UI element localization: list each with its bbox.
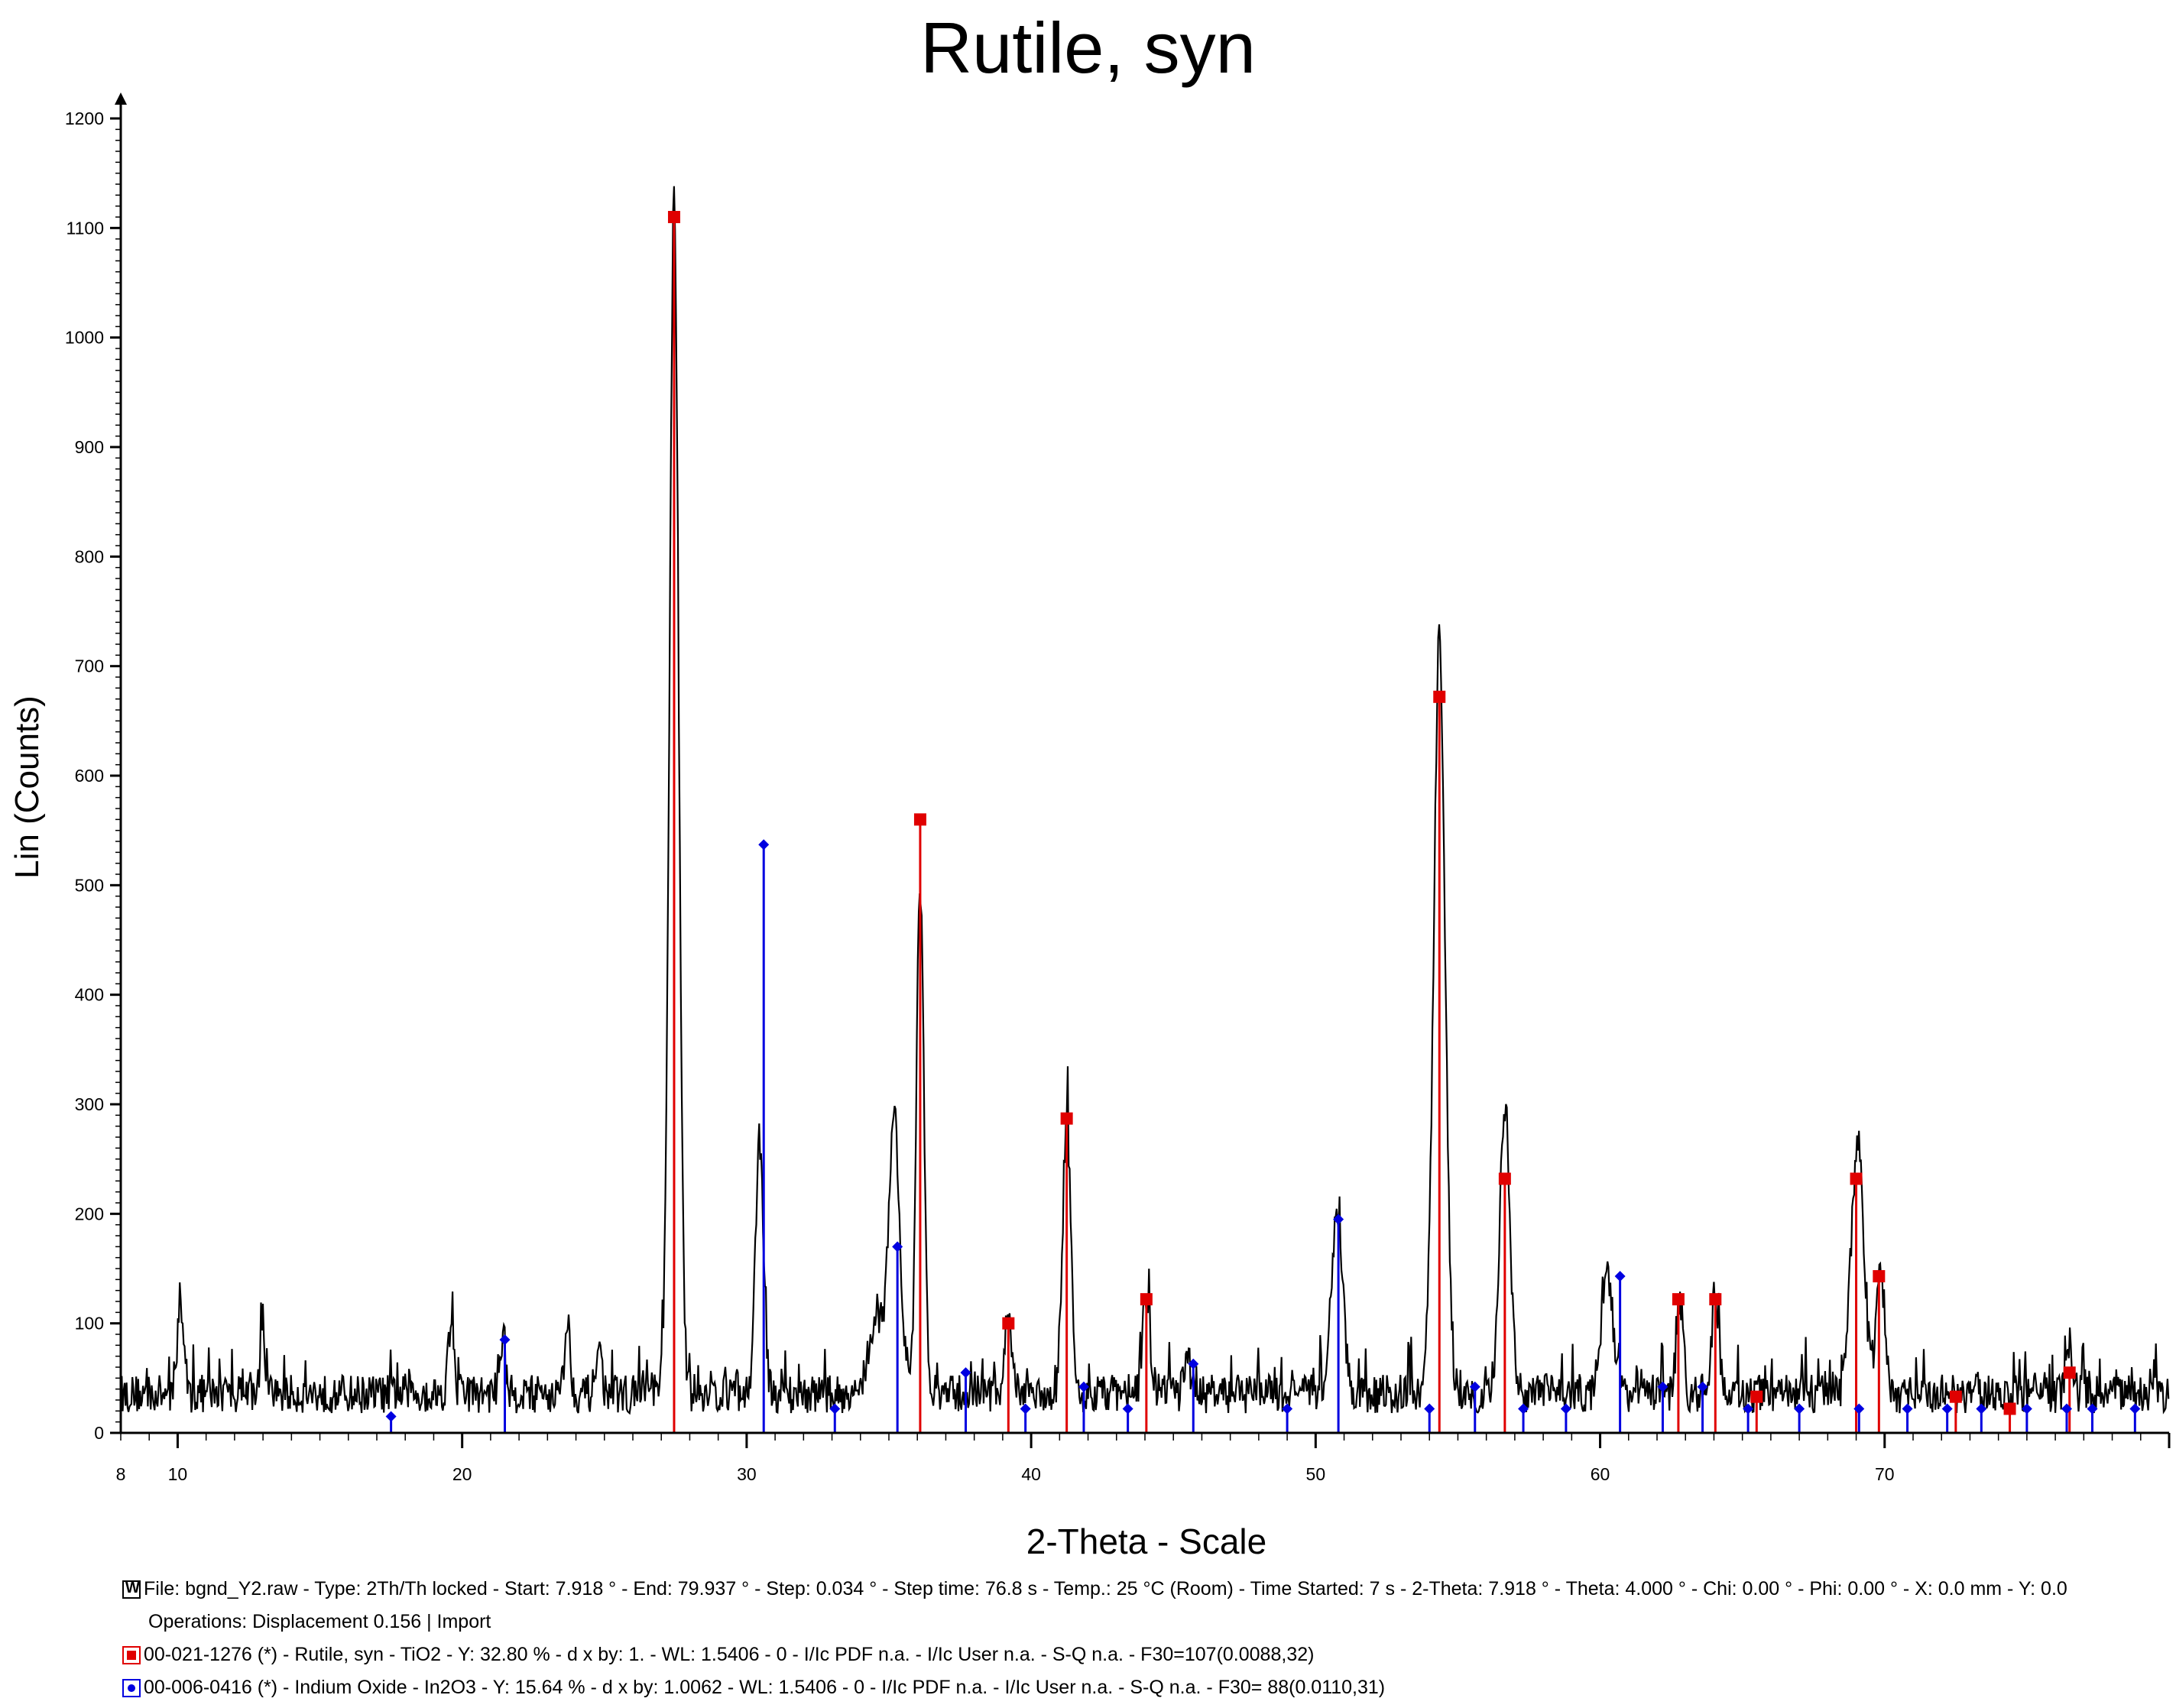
- blue-diamond-icon: [122, 1678, 141, 1697]
- x-tick-label: 60: [1591, 1464, 1610, 1484]
- rutile-marker: [1002, 1317, 1015, 1330]
- y-tick-label: 900: [75, 437, 104, 457]
- x-tick-label: 30: [737, 1464, 757, 1484]
- reference-sticks-layer: [385, 211, 2141, 1433]
- y-axis-arrow: [115, 92, 127, 105]
- rutile-marker: [1672, 1293, 1685, 1306]
- x-tick-label: 20: [452, 1464, 472, 1484]
- rutile-marker: [1433, 690, 1446, 703]
- indium-oxide-marker: [1333, 1214, 1344, 1225]
- indium-oxide-marker: [1469, 1381, 1480, 1392]
- raw-file-icon: [122, 1580, 141, 1599]
- rutile-marker: [1709, 1293, 1722, 1306]
- y-tick-label: 700: [75, 656, 104, 676]
- legend-entry: Operations: Displacement 0.156 | Import: [122, 1606, 2155, 1638]
- y-tick-label: 600: [75, 766, 104, 786]
- legend-entry: File: bgnd_Y2.raw - Type: 2Th/Th locked …: [122, 1573, 2155, 1606]
- legend-entry: 00-006-0416 (*) - Indium Oxide - In2O3 -…: [122, 1671, 2155, 1704]
- indium-oxide-marker: [1941, 1403, 1953, 1415]
- x-tick-label: 10: [168, 1464, 188, 1484]
- rutile-marker: [1873, 1270, 1886, 1283]
- indium-oxide-marker: [1188, 1358, 1199, 1369]
- indium-oxide-marker: [1657, 1381, 1668, 1392]
- indium-oxide-marker: [1424, 1403, 1435, 1415]
- x-axis-label: 2-Theta - Scale: [1026, 1522, 1266, 1561]
- y-tick-label: 100: [75, 1314, 104, 1334]
- axes-layer: 0 100 200 300 400 500 600 700 800 900 1000 1100 1200…: [65, 92, 2171, 1484]
- rutile-marker: [667, 211, 680, 223]
- indium-oxide-marker: [1902, 1403, 1913, 1415]
- indium-oxide-marker: [1697, 1381, 1708, 1392]
- x-tick-label: 8: [116, 1464, 126, 1484]
- indium-oxide-marker: [2129, 1403, 2141, 1415]
- indium-oxide-marker: [1282, 1403, 1293, 1415]
- indium-oxide-marker: [758, 839, 770, 851]
- y-tick-label: 1100: [66, 218, 104, 238]
- indium-oxide-marker: [1078, 1381, 1089, 1392]
- indium-oxide-marker: [1020, 1403, 1031, 1415]
- indium-oxide-marker: [1976, 1403, 1987, 1415]
- indium-oxide-marker: [2061, 1403, 2072, 1415]
- indium-oxide-marker: [829, 1403, 841, 1415]
- indium-oxide-marker: [1853, 1403, 1865, 1415]
- chart-title: Rutile, syn: [920, 8, 1256, 88]
- legend-text: File: bgnd_Y2.raw - Type: 2Th/Th locked …: [144, 1578, 2067, 1599]
- indium-oxide-marker: [2087, 1403, 2098, 1415]
- measured-pattern-line: [119, 186, 2170, 1415]
- y-tick-label: 1200: [65, 109, 104, 128]
- rutile-marker: [2003, 1402, 2016, 1415]
- y-tick-label: 200: [75, 1204, 104, 1223]
- rutile-marker: [1498, 1172, 1511, 1185]
- rutile-marker: [913, 813, 926, 826]
- red-square-icon: [122, 1645, 141, 1664]
- rutile-marker: [1949, 1390, 1962, 1403]
- indium-oxide-marker: [892, 1241, 903, 1253]
- x-tick-label: 40: [1021, 1464, 1041, 1484]
- x-tick-label: 50: [1306, 1464, 1326, 1484]
- indium-oxide-marker: [1614, 1271, 1626, 1282]
- indium-oxide-marker: [499, 1334, 511, 1346]
- y-tick-label: 1000: [65, 328, 104, 348]
- y-tick-label: 800: [75, 546, 104, 566]
- rutile-marker: [1140, 1293, 1153, 1306]
- x-tick-label: 70: [1875, 1464, 1895, 1484]
- y-tick-label: 300: [75, 1094, 104, 1114]
- y-tick-label: 500: [75, 875, 104, 895]
- legend: File: bgnd_Y2.raw - Type: 2Th/Th locked …: [122, 1573, 2155, 1704]
- y-tick-label: 400: [75, 985, 104, 1005]
- rutile-marker: [1850, 1172, 1863, 1185]
- legend-text: Operations: Displacement 0.156 | Import: [148, 1611, 491, 1632]
- indium-oxide-marker: [1122, 1403, 1133, 1415]
- legend-text: 00-006-0416 (*) - Indium Oxide - In2O3 -…: [144, 1677, 1386, 1698]
- measured-pattern-layer: [119, 186, 2170, 1415]
- indium-oxide-marker: [385, 1411, 397, 1422]
- rutile-marker: [1060, 1112, 1073, 1125]
- rutile-marker: [2063, 1366, 2076, 1379]
- indium-oxide-marker: [1743, 1403, 1754, 1415]
- indium-oxide-marker: [1560, 1403, 1571, 1415]
- y-tick-label: 0: [94, 1423, 104, 1443]
- y-axis-label: Lin (Counts): [8, 695, 46, 879]
- indium-oxide-marker: [960, 1367, 971, 1379]
- rutile-marker: [1750, 1390, 1763, 1403]
- indium-oxide-marker: [1794, 1403, 1805, 1415]
- legend-text: 00-021-1276 (*) - Rutile, syn - TiO2 - Y…: [144, 1644, 1315, 1665]
- indium-oxide-marker: [1518, 1403, 1529, 1415]
- indium-oxide-marker: [2021, 1403, 2032, 1415]
- legend-entry: 00-021-1276 (*) - Rutile, syn - TiO2 - Y…: [122, 1638, 2155, 1671]
